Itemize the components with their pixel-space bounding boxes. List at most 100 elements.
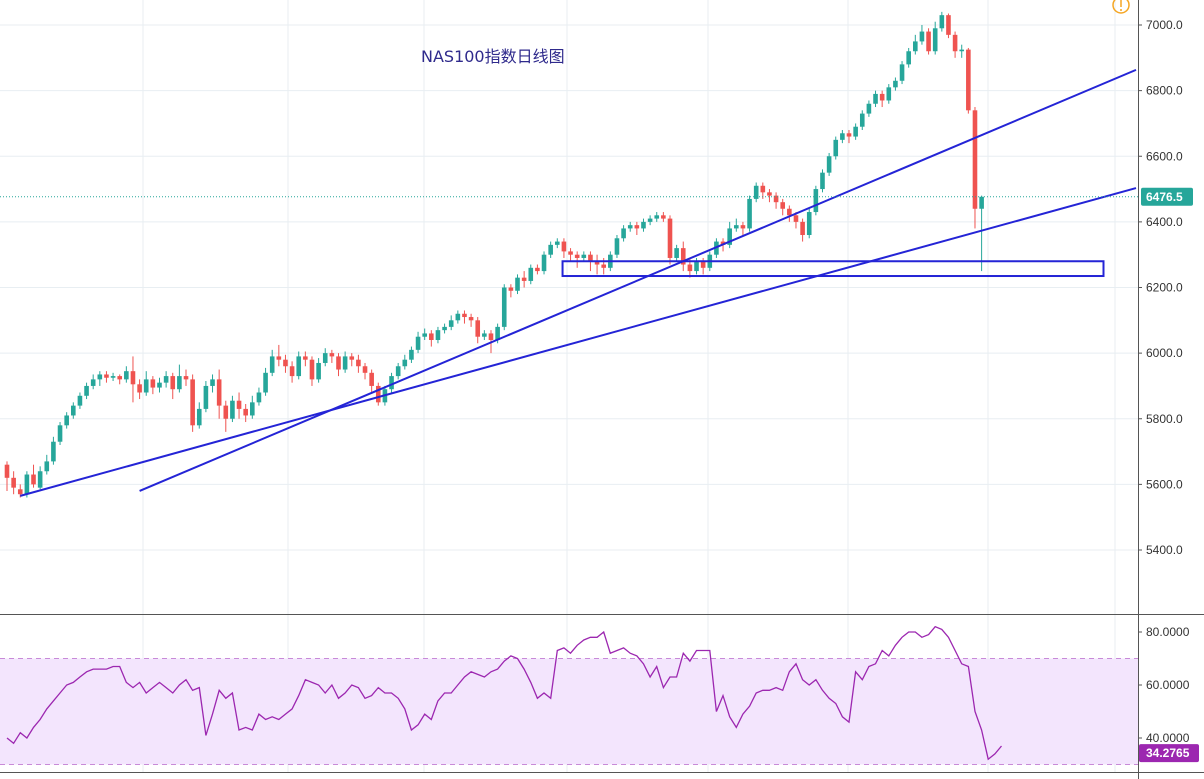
candle [899,61,905,85]
candle-body [621,228,626,239]
candle-body [342,356,348,370]
candle-body [667,218,673,258]
candle [11,471,16,495]
candle-body [508,287,514,291]
rsi-band-fill [0,658,1138,765]
candle [475,317,481,344]
candle-body [501,287,507,327]
candle-body [535,267,540,272]
candle-body [329,353,335,357]
candle-body [230,400,235,419]
candle [51,436,56,465]
candle [170,372,176,400]
candle [316,358,321,383]
candle-body [322,353,328,363]
candle [442,323,447,334]
candle [554,238,560,249]
candle-body [475,320,481,337]
candle [130,356,136,403]
candle [793,212,799,229]
candle-body [687,264,693,272]
price-axis[interactable]: 5400.0 5600.0 5800.0 6000.0 6200.0 6400.0 6600… [1138,18,1183,557]
candle-body [919,31,925,42]
candle [375,382,381,406]
candle-body [210,379,215,386]
candle-body [349,356,355,360]
candle-body [793,215,799,222]
candle-body [548,244,553,255]
candle [508,284,514,298]
candle-body [442,326,447,331]
candle [157,377,162,393]
candle-body [276,356,282,360]
candle-body [674,248,679,258]
candle [674,244,679,262]
candle [448,315,454,331]
candle [932,21,938,55]
candle-body [747,198,752,229]
candle [276,344,282,367]
candle [614,235,620,258]
candle [84,382,89,400]
candle [349,353,355,367]
price-tick-label: 6200.0 [1146,281,1183,295]
candle [395,362,401,380]
candle-body [31,474,36,485]
candle [230,395,235,423]
price-tick-label: 7000.0 [1146,18,1183,32]
rsi-tick-label: 40.0000 [1146,731,1190,745]
candle-body [415,336,421,350]
candle [31,464,36,488]
candle-body [926,31,931,52]
candle [435,326,441,344]
candle [283,354,288,373]
user-drawings[interactable] [19,68,1137,497]
alert-icon[interactable] [1112,0,1130,14]
candle-body [11,477,16,488]
candle [893,77,898,91]
candle-body [647,218,653,222]
candle [879,90,885,108]
candle [621,225,626,242]
support-zone-box [561,260,1105,278]
candle [767,189,772,203]
candle [521,271,527,288]
candle [468,313,474,327]
candle [322,348,328,367]
candle-body [183,376,189,380]
candle [369,369,374,393]
candle [429,330,434,347]
candle-body [813,189,819,213]
candle-body [853,126,858,137]
last-price-label: 6476.5 [1146,190,1183,204]
candle-body [846,133,852,137]
candle [250,395,255,419]
candle [840,130,845,144]
candle-body [97,374,103,380]
candle-body [753,185,759,199]
candle [734,218,739,232]
rsi-value-badge: 34.2765 [1139,744,1199,763]
candle [680,241,686,272]
price-tick-label: 5800.0 [1146,412,1183,426]
candle-body [296,356,302,377]
rsi-axis[interactable]: 40.0000 60.0000 80.0000 [1138,625,1190,745]
candle [568,248,573,262]
candle [163,371,169,388]
candle-body [521,277,527,281]
candle-body [71,405,76,416]
candle [71,402,76,419]
candle [939,11,945,32]
candle [926,28,931,55]
candle-body [588,254,593,262]
candle-body [694,261,699,272]
candle-body [939,15,945,29]
candle-body [84,385,89,396]
candle-body [561,241,567,252]
candle-body [740,225,746,229]
chart-title: NAS100指数日线图 [421,47,565,66]
candle-body [289,366,295,377]
candle-body [283,359,288,367]
